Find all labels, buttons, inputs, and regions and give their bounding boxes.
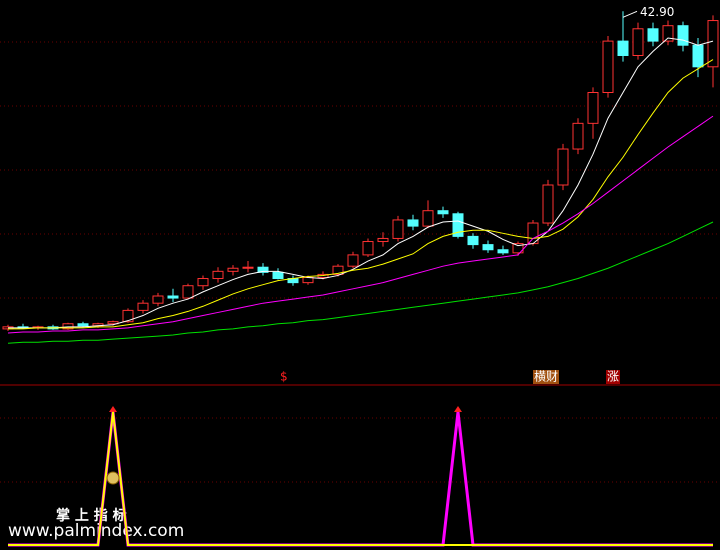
candle-body xyxy=(137,302,149,311)
high-pointer xyxy=(622,10,638,18)
candle-body xyxy=(557,148,569,186)
candle-body xyxy=(647,28,659,42)
candle-body xyxy=(602,40,614,93)
candle-body xyxy=(332,265,344,275)
moving-average-line xyxy=(8,37,714,329)
candle-body xyxy=(182,285,194,299)
candle-body xyxy=(197,278,209,287)
candle-body xyxy=(77,323,89,327)
candle-body xyxy=(542,184,554,224)
candle-body xyxy=(692,44,704,68)
candle-body xyxy=(167,295,179,299)
candle-body xyxy=(677,25,689,46)
candle-body xyxy=(257,266,269,273)
candle-body xyxy=(407,219,419,227)
moving-average-line xyxy=(7,115,714,334)
candle-body xyxy=(392,219,404,239)
moving-average-line xyxy=(7,221,714,344)
moving-average-line xyxy=(8,59,714,330)
grid xyxy=(0,41,720,483)
candle-body xyxy=(587,92,599,124)
candle-body xyxy=(347,254,359,267)
candle-body xyxy=(302,277,314,284)
candle-body xyxy=(227,267,239,272)
candle-body xyxy=(497,249,509,254)
watermark-url: www.palmindex.com xyxy=(8,521,184,541)
candle-body xyxy=(272,271,284,280)
high-label: 42.90 xyxy=(640,5,674,19)
candle-body xyxy=(422,210,434,227)
annotation-box xyxy=(606,370,620,384)
candle-body xyxy=(467,235,479,246)
indicator-line xyxy=(8,411,713,546)
candle-body xyxy=(122,309,134,323)
candle-body xyxy=(617,40,629,56)
signal-arrow xyxy=(454,406,462,412)
candle-body xyxy=(107,321,119,325)
candle-body xyxy=(212,270,224,280)
coin-icon xyxy=(106,471,120,485)
candle-body xyxy=(242,266,254,269)
candle-body xyxy=(572,122,584,150)
candle-body xyxy=(62,323,74,330)
candle-body xyxy=(662,25,674,42)
watermark-title: 掌 上 指 标 xyxy=(56,507,127,524)
candle-body xyxy=(362,241,374,256)
candle-body xyxy=(482,244,494,251)
annotation: 横财 xyxy=(534,370,558,384)
signal-arrow xyxy=(109,406,117,412)
candle-body xyxy=(152,295,164,304)
annotation-box xyxy=(533,370,559,384)
annotation: $ xyxy=(280,370,288,384)
annotation: 涨 xyxy=(607,369,619,384)
candle-body xyxy=(632,28,644,56)
candle-body xyxy=(707,20,719,68)
candle-body xyxy=(437,210,449,215)
candle-body xyxy=(512,243,524,254)
candle-body xyxy=(377,237,389,243)
candle-body xyxy=(452,213,464,237)
